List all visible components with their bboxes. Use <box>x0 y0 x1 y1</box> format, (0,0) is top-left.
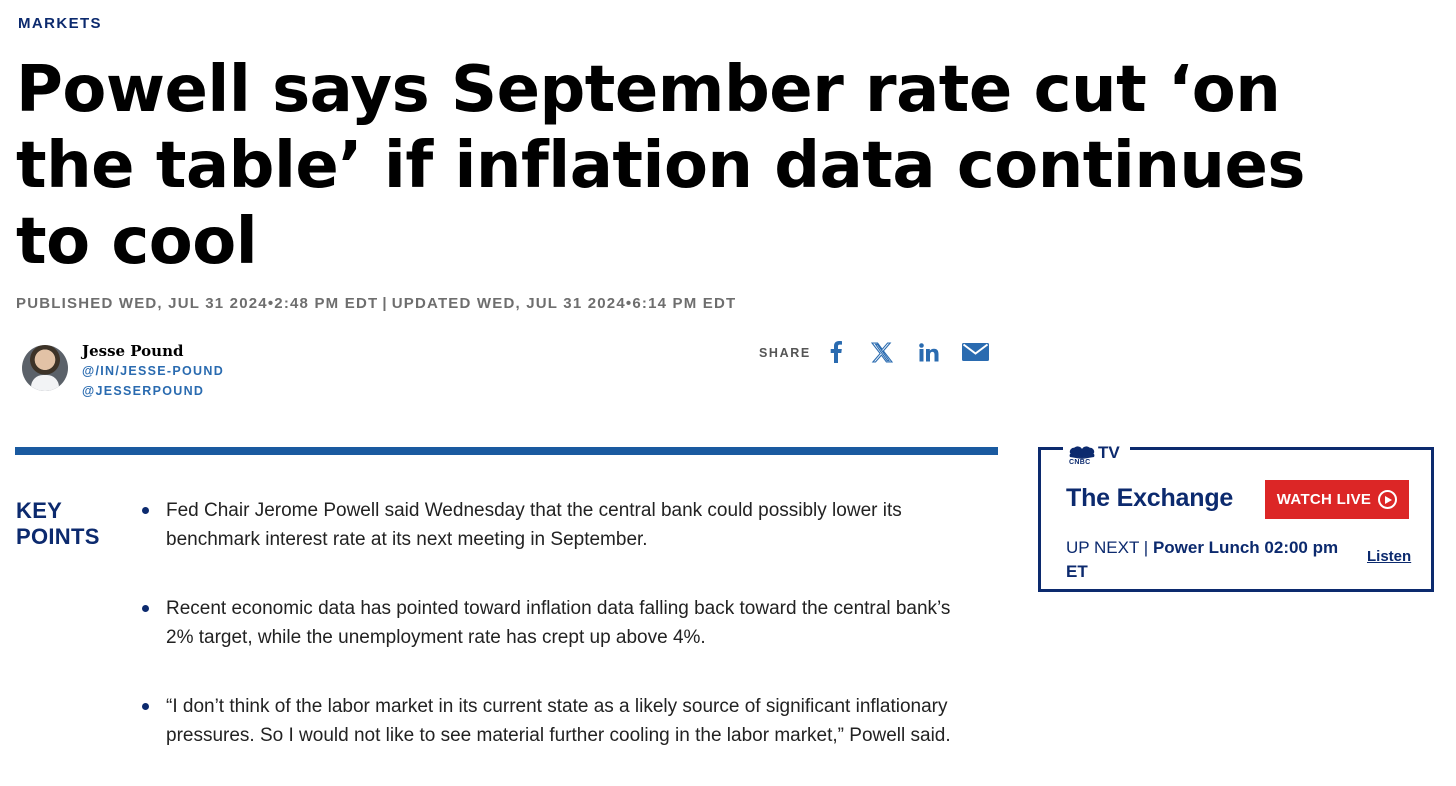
x-icon[interactable] <box>869 338 895 366</box>
play-circle-icon <box>1378 490 1398 509</box>
facebook-icon[interactable] <box>826 338 846 366</box>
key-points-heading-line1: KEY <box>16 498 63 523</box>
up-next-show: Power Lunch <box>1152 538 1260 557</box>
watch-live-label: WATCH LIVE <box>1276 491 1372 508</box>
published-timestamp: PUBLISHED WED, JUL 31 2024•2:48 PM EDT <box>16 295 379 312</box>
nbc-peacock-icon <box>1069 446 1095 459</box>
author-name[interactable]: Jesse Pound <box>82 342 184 360</box>
key-points-divider <box>15 447 998 455</box>
key-point-text: “I don’t think of the labor market in it… <box>166 696 951 746</box>
share-label: SHARE <box>759 346 811 360</box>
watch-live-button[interactable]: WATCH LIVE <box>1265 480 1409 519</box>
bullet-icon <box>142 703 149 710</box>
cnbc-tv-widget: TV CNBC The Exchange WATCH LIVE UP NEXT … <box>1038 442 1434 592</box>
listen-link[interactable]: Listen <box>1367 548 1412 565</box>
cnbc-wordmark: CNBC <box>1069 459 1091 466</box>
up-next-label: UP NEXT | <box>1066 538 1149 557</box>
linkedin-icon[interactable] <box>917 338 941 366</box>
tv-wordmark: TV <box>1098 443 1120 462</box>
bullet-icon <box>142 605 149 612</box>
cnbc-tv-logo: TV CNBC <box>1063 442 1130 466</box>
key-points-heading-line2: POINTS <box>16 524 100 549</box>
show-name[interactable]: The Exchange <box>1066 484 1234 512</box>
author-linkedin-link[interactable]: @/IN/JESSE-POUND <box>82 364 225 378</box>
up-next-time: 02:00 pm ET <box>1066 538 1339 581</box>
key-point-text: Fed Chair Jerome Powell said Wednesday t… <box>166 500 902 550</box>
dateline-separator: | <box>382 295 388 312</box>
avatar-shirt <box>31 375 59 391</box>
author-avatar[interactable] <box>22 345 68 391</box>
key-point-text: Recent economic data has pointed toward … <box>166 598 951 648</box>
email-icon[interactable] <box>961 338 989 366</box>
section-label-markets[interactable]: MARKETS <box>18 15 102 32</box>
article-dateline: PUBLISHED WED, JUL 31 2024•2:48 PM EDT | U… <box>16 295 736 312</box>
bullet-icon <box>142 507 149 514</box>
author-twitter-link[interactable]: @JESSERPOUND <box>82 384 205 398</box>
key-points-heading: KEY POINTS <box>16 498 100 550</box>
up-next-info: UP NEXT | Power Lunch 02:00 pm ET <box>1066 536 1346 584</box>
article-headline: Powell says September rate cut ‘on the t… <box>16 53 1305 279</box>
updated-timestamp: UPDATED WED, JUL 31 2024•6:14 PM EDT <box>391 295 737 312</box>
